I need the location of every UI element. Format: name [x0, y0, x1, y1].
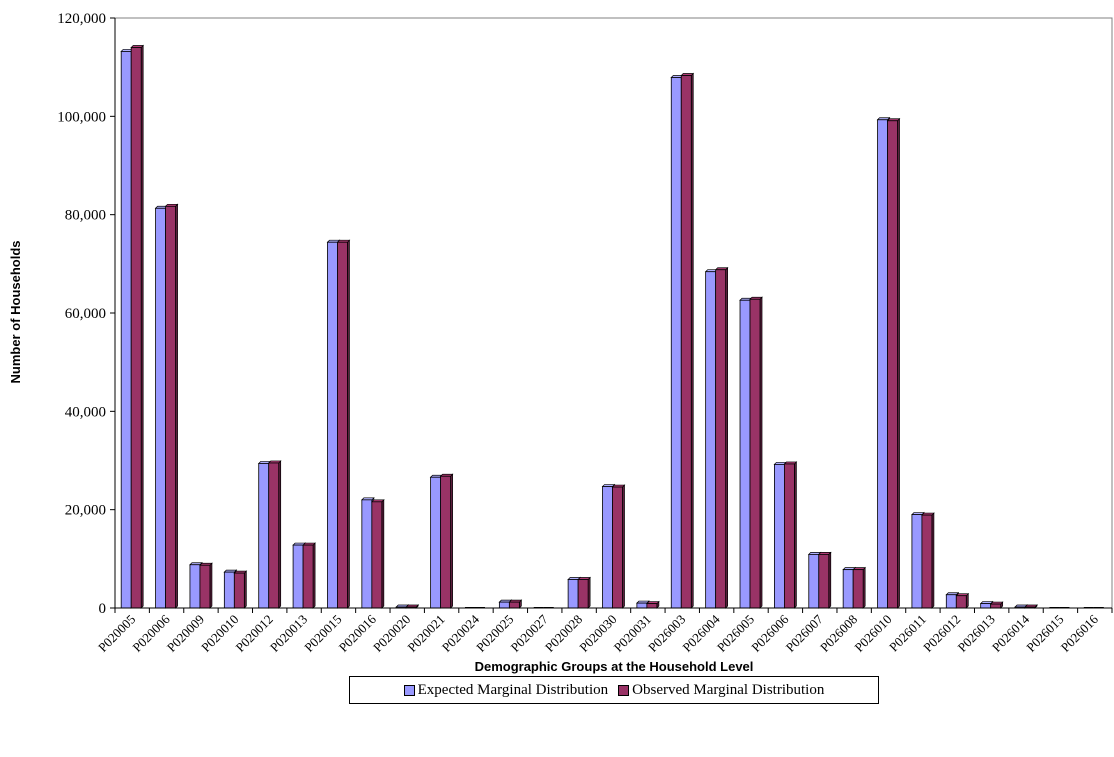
y-axis: 0 20,000 40,000 60,000 80,000 100,000 120,000: [57, 11, 116, 617]
y-tick-label: 100,000: [57, 109, 106, 125]
x-axis: P020005P020006P020009P020010P020012P0200…: [95, 607, 1113, 655]
y-axis-title: Number of Households: [8, 240, 23, 383]
legend-swatch-observed: [618, 684, 630, 696]
legend-label-observed: Observed Marginal Distribution: [632, 681, 825, 698]
bar-observed-P026005: [749, 296, 763, 609]
bar-observed-P020009: [199, 562, 213, 609]
y-tick-label: 80,000: [65, 208, 106, 224]
x-tick-label: P020015: [301, 612, 344, 655]
bar-observed-P026012: [955, 592, 970, 609]
y-tick-label: 120,000: [57, 11, 106, 27]
y-tick-label: 0: [99, 601, 107, 617]
plot-area: [114, 17, 1113, 609]
x-tick-label: P020020: [370, 612, 413, 655]
bar-observed-P026003: [680, 72, 695, 609]
bar-observed-P020005: [130, 44, 145, 609]
bar-observed-P026010: [886, 117, 901, 609]
bar-observed-P020030: [611, 484, 626, 609]
y-tick-label: 60,000: [65, 306, 106, 322]
y-tick-label: 40,000: [65, 404, 106, 420]
legend-item-observed: Observed Marginal Distribution: [618, 682, 824, 699]
x-tick-label: P020012: [233, 612, 276, 655]
legend-swatch-expected: [403, 684, 415, 696]
bar-observed-P020010: [233, 570, 248, 609]
bar-observed-P026006: [783, 461, 798, 609]
bar-observed-P026013: [989, 601, 1004, 609]
x-tick-label: P026016: [1058, 611, 1102, 655]
bar-observed-P020015: [336, 239, 351, 609]
bar-observed-P026007: [817, 551, 832, 609]
x-tick-label: P020021: [404, 612, 447, 655]
x-tick-label: P020028: [542, 612, 585, 655]
x-tick-label: P026010: [851, 612, 894, 655]
x-tick-label: P026005: [714, 612, 757, 655]
x-tick-label: P020031: [611, 612, 654, 655]
x-tick-label: P026003: [645, 612, 688, 655]
bar-observed-P020006: [164, 203, 179, 609]
x-tick-label: P020009: [164, 612, 207, 655]
x-tick-label: P020025: [473, 612, 516, 655]
x-tick-label: P026015: [1023, 612, 1066, 655]
bar-observed-P020031: [646, 600, 660, 609]
bar-observed-P020012: [267, 460, 282, 609]
y-tick-label: 20,000: [65, 503, 106, 519]
bar-observed-P020028: [577, 576, 591, 609]
bar-observed-P020013: [302, 542, 316, 609]
x-tick-label: P020013: [267, 612, 310, 655]
bar-observed-P026011: [921, 512, 935, 609]
x-tick-label: P020010: [198, 612, 241, 655]
legend-item-expected: Expected Marginal Distribution: [403, 681, 609, 699]
bar-observed-P020025: [508, 599, 523, 609]
bar-observed-P026004: [714, 266, 729, 609]
x-tick-label: P020030: [576, 612, 619, 655]
x-tick-label: P026012: [920, 612, 963, 655]
x-tick-label: P026008: [817, 612, 860, 655]
legend-label-expected: Expected Marginal Distribution: [417, 681, 609, 698]
bar-observed-P020016: [370, 498, 385, 609]
legend: Expected Marginal Distribution Observed …: [349, 676, 879, 704]
x-tick-label: P020005: [95, 612, 138, 655]
x-axis-title: Demographic Groups at the Household Leve…: [475, 659, 754, 674]
bar-observed-P020021: [439, 473, 454, 609]
bar-observed-P026008: [852, 566, 867, 609]
x-tick-label: P026013: [954, 612, 997, 655]
